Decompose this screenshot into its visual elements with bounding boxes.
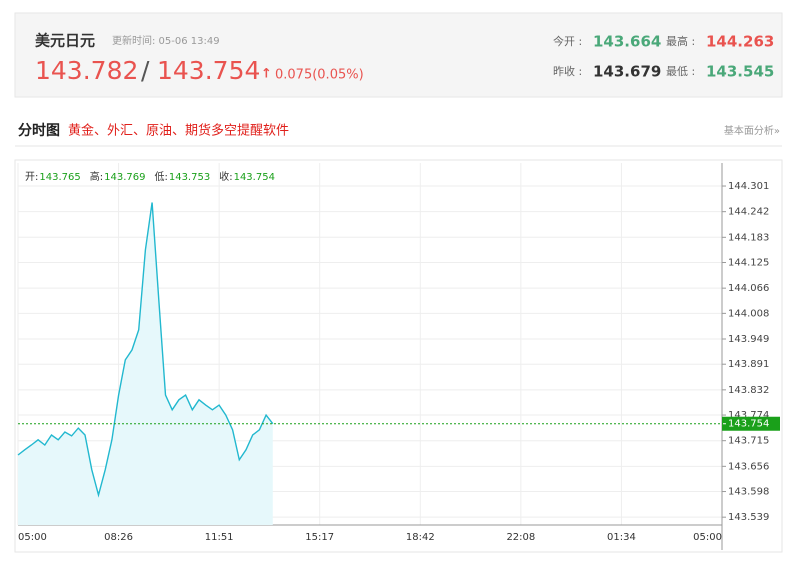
y-tick-label: 143.832 <box>728 385 769 396</box>
stat-label: 最低 : <box>666 65 695 78</box>
y-tick-label: 144.066 <box>728 283 769 294</box>
x-tick-label: 22:08 <box>506 532 535 543</box>
area <box>18 202 273 525</box>
ohlc-label: 开: <box>25 172 38 183</box>
analysis-link[interactable]: 基本面分析» <box>724 124 780 137</box>
x-tick-label: 08:26 <box>104 532 133 543</box>
stat-value: 143.545 <box>706 63 774 81</box>
y-tick-label: 143.598 <box>728 487 769 498</box>
x-tick-label: 18:42 <box>406 532 435 543</box>
last-price-box <box>722 416 780 431</box>
x-tick-label: 11:51 <box>205 532 234 543</box>
bid: 143.782 <box>35 56 138 85</box>
y-tick-label: 144.301 <box>728 181 769 192</box>
ohlc-label: 低: <box>154 170 167 183</box>
stat-value: 144.263 <box>706 33 774 51</box>
stat-label: 最高 : <box>666 34 695 48</box>
last-price-label: 143.754 <box>728 419 769 430</box>
change: 0.075(0.05%) <box>275 68 364 83</box>
y-tick-label: 144.008 <box>728 308 769 319</box>
separator: / <box>141 56 150 85</box>
y-tick-label: 144.183 <box>728 232 769 243</box>
y-tick-label: 143.539 <box>728 512 769 523</box>
y-tick-label: 143.949 <box>728 334 769 345</box>
stat-value: 143.679 <box>593 63 661 81</box>
ohlc-label: 高: <box>90 170 103 183</box>
x-tick-label: 01:34 <box>607 532 636 543</box>
y-tick-label: 144.125 <box>728 258 769 269</box>
y-tick-label: 143.715 <box>728 436 769 447</box>
y-tick-label: 143.774 <box>728 410 769 421</box>
stat-label: 今开 : <box>553 34 582 48</box>
ohlc-value: 143.753 <box>169 172 210 183</box>
ohlc-value: 143.754 <box>234 172 275 183</box>
pair-name: 美元日元 <box>35 32 95 50</box>
x-tick-label: 05:00 <box>18 532 47 543</box>
x-tick-label: 15:17 <box>305 532 334 543</box>
stat-value: 143.664 <box>593 33 661 51</box>
x-tick-label: 05:00 <box>693 532 722 543</box>
update-time: 更新时间: 05-06 13:49 <box>112 34 220 47</box>
ask: 143.754 <box>157 56 260 85</box>
ohlc-label: 收: <box>219 170 232 183</box>
y-tick-label: 144.242 <box>728 207 769 218</box>
arrow: ↑ <box>261 67 272 82</box>
ohlc-value: 143.765 <box>39 172 80 183</box>
promo-link[interactable]: 黄金、外汇、原油、期货多空提醒软件 <box>68 123 289 139</box>
header-box <box>14 12 783 98</box>
section-title: 分时图 <box>18 122 60 139</box>
stat-label: 昨收 : <box>553 64 582 78</box>
y-tick-label: 143.891 <box>728 359 769 370</box>
y-tick-label: 143.656 <box>728 461 769 472</box>
price-line <box>17 202 274 498</box>
ohlc-value: 143.769 <box>104 172 145 183</box>
